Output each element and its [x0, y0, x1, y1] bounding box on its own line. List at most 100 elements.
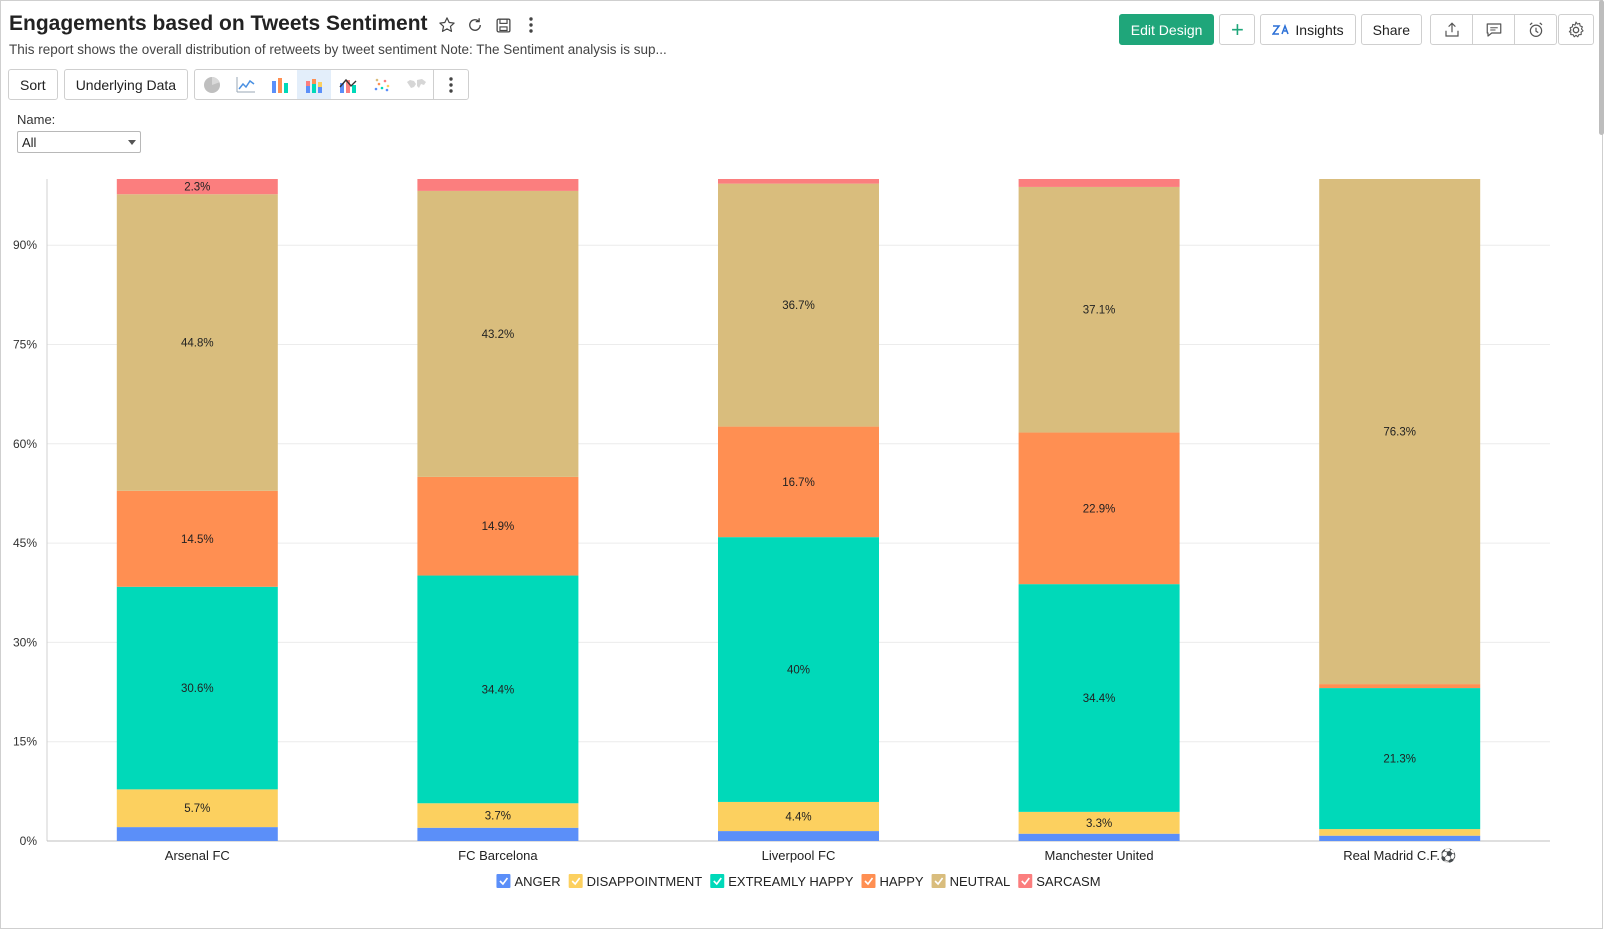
underlying-data-button[interactable]: Underlying Data	[63, 69, 189, 100]
bar-chart-icon[interactable]	[263, 70, 297, 99]
line-chart-icon[interactable]	[229, 70, 263, 99]
report-title: Engagements based on Tweets Sentiment	[9, 12, 428, 35]
sort-button[interactable]: Sort	[8, 69, 58, 100]
pie-chart-icon[interactable]	[195, 70, 229, 99]
data-label: 34.4%	[482, 684, 515, 696]
x-tick-label: Real Madrid C.F.⚽	[1343, 848, 1456, 863]
scatter-chart-icon[interactable]	[365, 70, 399, 99]
report-actions: Edit Design + Insights Share	[1118, 14, 1557, 45]
stacked-bar-chart-icon[interactable]	[297, 70, 332, 99]
more-options-icon[interactable]	[521, 15, 541, 35]
y-tick-label: 0%	[20, 834, 38, 848]
comment-icon[interactable]	[1473, 15, 1515, 44]
checkmark-icon	[713, 877, 722, 886]
axes: 0% 15% 30% 45% 60% 75% 90% Arsenal FC FC Barcelo…	[13, 179, 1550, 863]
legend-swatch	[861, 874, 876, 888]
bar-segment	[116, 179, 278, 195]
y-tick-label: 45%	[13, 536, 37, 550]
insights-label: Insights	[1295, 21, 1344, 38]
data-labels: 5.7% 30.6% 14.5% 44.8% 2.3% 3.7% 34.4% 14.9% 43.…	[181, 182, 1416, 830]
combo-chart-icon[interactable]	[331, 70, 365, 99]
legend-swatch	[1018, 874, 1033, 888]
data-label: 3.3%	[1086, 818, 1112, 830]
bar-segment	[116, 194, 278, 491]
bar-segment	[718, 183, 879, 427]
data-label: 4.4%	[785, 812, 811, 824]
bar-segment	[1319, 684, 1481, 689]
save-icon[interactable]	[493, 15, 513, 35]
checkmark-icon	[864, 877, 874, 886]
legend-swatch	[710, 874, 725, 888]
bar-segment	[417, 803, 579, 828]
bar-segment	[116, 586, 278, 790]
x-tick-label: Manchester United	[1045, 848, 1154, 863]
data-label: 40%	[787, 665, 810, 677]
schedule-alarm-icon[interactable]	[1515, 15, 1556, 44]
gear-icon	[1568, 21, 1584, 37]
x-tick-label: Liverpool FC	[762, 848, 836, 863]
y-tick-label: 75%	[13, 338, 37, 352]
filter-label: Name:	[17, 112, 56, 127]
data-label: 36.7%	[782, 300, 815, 312]
bar-segment	[718, 801, 879, 832]
bar-segment	[1018, 179, 1180, 187]
y-tick-label: 30%	[13, 635, 37, 649]
data-label: 16.7%	[782, 477, 815, 489]
export-icon[interactable]	[1431, 15, 1473, 44]
favorite-star-icon[interactable]	[437, 15, 457, 35]
vertical-scrollbar[interactable]	[1599, 0, 1604, 135]
bar-segment	[718, 179, 879, 184]
data-label: 37.1%	[1083, 305, 1116, 317]
filter-selected-value: All	[22, 134, 37, 150]
checkmark-icon	[934, 877, 944, 886]
legend-swatch	[496, 874, 511, 888]
bar-segment	[1018, 584, 1180, 812]
y-tick-label: 15%	[13, 735, 37, 749]
report-description: This report shows the overall distributi…	[9, 42, 667, 57]
bars	[116, 179, 1481, 841]
data-label: 76.3%	[1383, 427, 1416, 439]
chevron-down-icon	[128, 140, 136, 145]
bar-segment	[1018, 186, 1180, 433]
refresh-icon[interactable]	[465, 15, 485, 35]
legend-label: ANGER	[514, 874, 560, 889]
legend-label: NEUTRAL	[950, 874, 1011, 889]
chart-type-switcher	[194, 69, 470, 100]
bar-segment	[417, 179, 579, 191]
bar-segment	[1319, 829, 1481, 836]
legend-swatch	[931, 874, 946, 888]
bar-segment	[116, 827, 278, 841]
bar-segment	[718, 831, 879, 841]
x-tick-label: FC Barcelona	[458, 848, 538, 863]
add-button[interactable]: +	[1219, 14, 1256, 45]
bar-segment	[1018, 833, 1180, 841]
data-label: 43.2%	[482, 329, 515, 341]
bar-segment	[1018, 432, 1180, 585]
legend-label: SARCASM	[1036, 874, 1100, 889]
legend: ANGER DISAPPOINTMENT EXTREAMLY HAPPY HAPPY N…	[496, 874, 1101, 889]
data-label: 14.5%	[181, 534, 214, 546]
insights-button[interactable]: Insights	[1260, 14, 1356, 45]
bar-segment	[1319, 835, 1481, 841]
bar-segment	[116, 789, 278, 828]
legend-label: DISAPPOINTMENT	[587, 874, 703, 889]
settings-button[interactable]	[1558, 14, 1594, 45]
more-chart-types-icon[interactable]	[433, 70, 468, 99]
data-label: 3.7%	[485, 811, 511, 823]
edit-design-button[interactable]: Edit Design	[1118, 14, 1215, 45]
data-label: 30.6%	[181, 683, 214, 695]
x-tick-label: Arsenal FC	[165, 848, 230, 863]
y-tick-label: 60%	[13, 437, 37, 451]
name-filter-dropdown[interactable]: All	[17, 131, 141, 153]
data-label: 44.8%	[181, 338, 214, 350]
map-chart-icon[interactable]	[399, 70, 433, 99]
data-label: 14.9%	[482, 521, 515, 533]
share-button[interactable]: Share	[1360, 14, 1422, 45]
legend-label: HAPPY	[879, 874, 923, 889]
data-label: 5.7%	[184, 803, 210, 815]
legend-swatch	[568, 874, 583, 888]
bar-segment	[1018, 811, 1180, 834]
bar-segment	[417, 575, 579, 804]
